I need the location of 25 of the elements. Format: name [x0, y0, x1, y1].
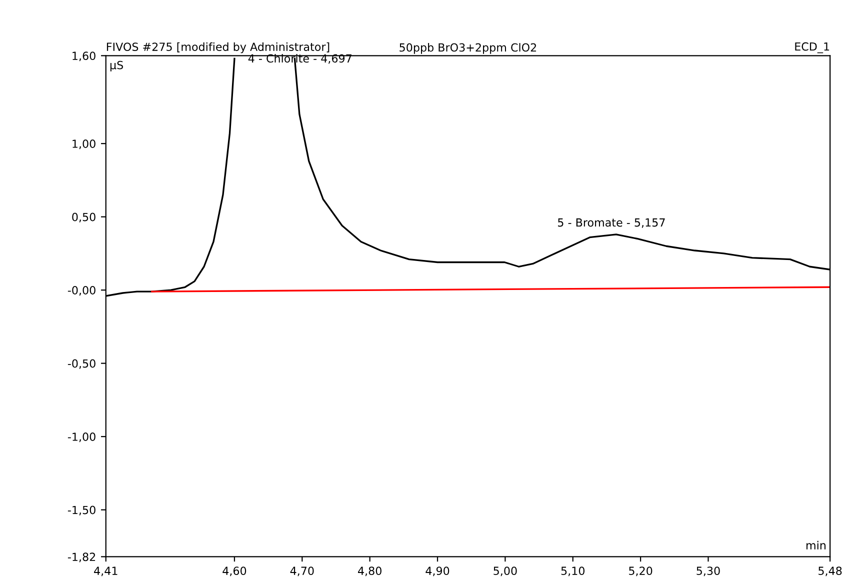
x-tick-label: 4,41 — [94, 566, 118, 576]
x-tick-label: 4,60 — [222, 566, 246, 576]
y-tick-label: 1,60 — [72, 52, 96, 62]
y-tick-label: -1,82 — [68, 552, 96, 562]
y-tick-label: -1,50 — [68, 506, 96, 516]
x-tick-label: 5,30 — [696, 566, 720, 576]
x-tick-label: 5,48 — [818, 566, 842, 576]
y-tick-label: 1,00 — [72, 140, 96, 150]
y-axis-title: µS — [110, 60, 123, 72]
y-tick-label: -1,00 — [68, 432, 96, 442]
text: ECD_1 — [795, 42, 830, 54]
x-tick-label: 5,20 — [629, 566, 652, 576]
x-tick-label: 5,10 — [561, 566, 585, 576]
x-tick-label: 4,80 — [358, 566, 382, 576]
y-tick-label: -0,00 — [68, 286, 96, 296]
y-tick-label: -0,50 — [68, 359, 96, 369]
x-axis-title: min — [806, 540, 826, 550]
annotation: 4 - Chlorite - 4,697 — [248, 54, 352, 64]
y-tick-label: 0,50 — [72, 212, 96, 222]
annotation: 5 - Bromate - 5,157 — [558, 218, 665, 228]
x-tick-label: 4,70 — [290, 566, 314, 576]
text: FIVOS #275 [modified by Administrator] — [106, 42, 330, 54]
x-tick-label: 4,90 — [426, 566, 450, 576]
chart-title: 50ppb BrO3+2ppm ClO2 — [400, 43, 536, 54]
x-tick-label: 5,00 — [494, 566, 517, 576]
